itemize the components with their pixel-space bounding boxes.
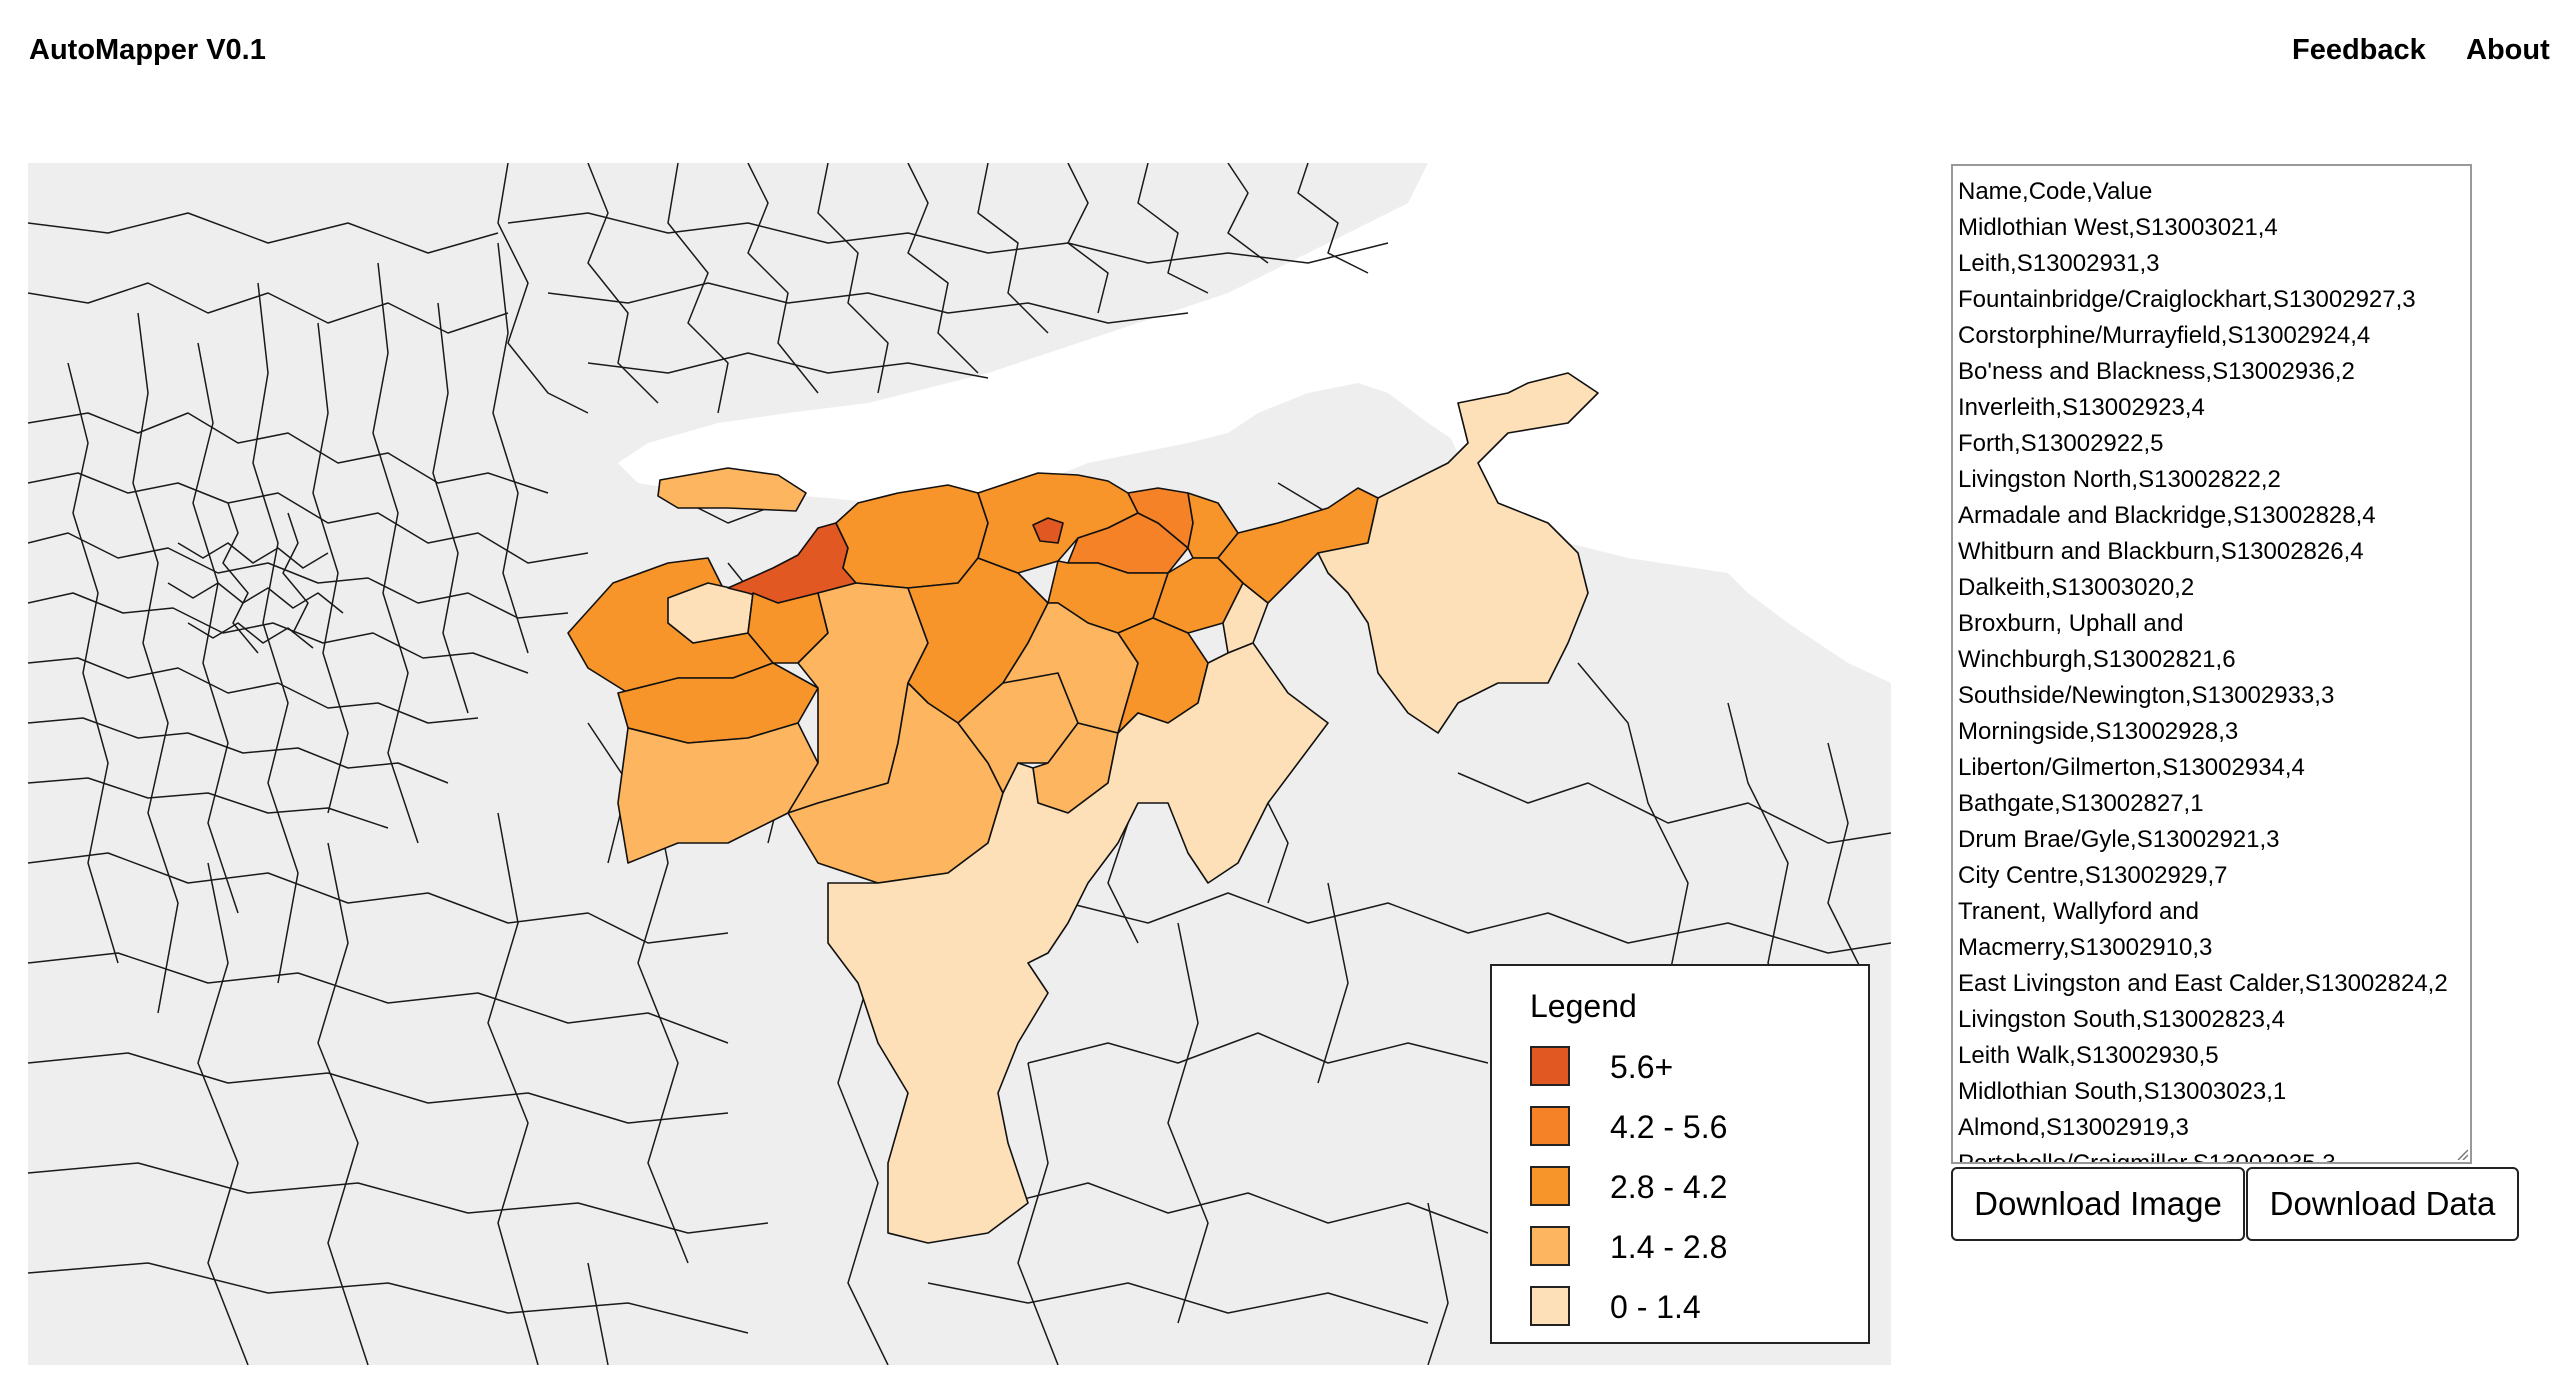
legend-label: 5.6+ [1610, 1049, 1674, 1085]
region-midlothian-south[interactable] [827, 642, 1329, 1244]
map-svg[interactable] [28, 163, 1891, 1365]
region-east-lothian[interactable] [1317, 372, 1599, 734]
region-whitburn[interactable] [617, 722, 819, 864]
resize-grip-icon[interactable] [2456, 1148, 2468, 1160]
legend-label: 0 - 1.4 [1610, 1289, 1701, 1325]
map-legend: Legend 5.6+ 4.2 - 5.6 2.8 - 4.2 1.4 - 2.… [1490, 964, 1870, 1344]
legend-label: 2.8 - 4.2 [1610, 1169, 1728, 1205]
legend-swatch [1530, 1106, 1570, 1146]
legend-swatch [1530, 1226, 1570, 1266]
legend-swatch [1530, 1286, 1570, 1326]
data-input[interactable] [1951, 164, 2472, 1164]
legend-label: 1.4 - 2.8 [1610, 1229, 1728, 1265]
region-city-centre[interactable] [1032, 517, 1064, 544]
download-data-button[interactable]: Download Data [2246, 1167, 2519, 1241]
legend-swatch [1530, 1046, 1570, 1086]
app-title: AutoMapper V0.1 [29, 34, 266, 66]
north-sea [1428, 163, 1891, 683]
feedback-link[interactable]: Feedback [2292, 34, 2426, 66]
about-link[interactable]: About [2466, 34, 2550, 66]
legend-swatch [1530, 1166, 1570, 1206]
download-image-button[interactable]: Download Image [1951, 1167, 2245, 1241]
top-bar: AutoMapper V0.1 Feedback About [0, 0, 2554, 100]
boundary-network [28, 163, 1891, 1365]
ward-regions [567, 372, 1599, 1244]
legend-label: 4.2 - 5.6 [1610, 1109, 1728, 1145]
region-boness[interactable] [657, 467, 807, 512]
legend-title: Legend [1530, 988, 1637, 1024]
region-musselburgh[interactable] [1222, 582, 1269, 654]
